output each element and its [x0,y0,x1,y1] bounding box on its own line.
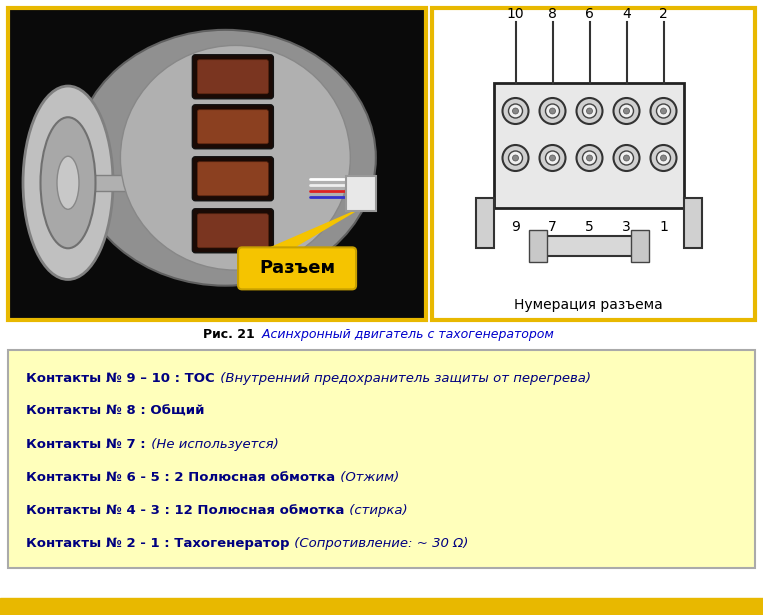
Text: 6: 6 [585,7,594,21]
Text: (Не используется): (Не используется) [146,438,278,451]
Circle shape [656,151,671,165]
Bar [630,230,649,262]
Circle shape [587,155,593,161]
Bar [529,230,546,262]
Bar [0,598,763,615]
FancyBboxPatch shape [192,55,273,99]
Circle shape [539,145,565,171]
Circle shape [539,98,565,124]
Circle shape [613,145,639,171]
Text: 3: 3 [622,220,631,234]
FancyBboxPatch shape [198,109,269,144]
Circle shape [577,98,603,124]
Circle shape [582,104,597,118]
Text: 10: 10 [507,7,524,21]
Text: 5: 5 [585,220,594,234]
FancyBboxPatch shape [192,105,273,149]
Text: Контакты № 8 : Общий: Контакты № 8 : Общий [26,405,204,418]
Text: Разъем: Разъем [259,260,335,277]
Text: 8: 8 [548,7,557,21]
Ellipse shape [40,117,95,248]
Bar [684,198,701,248]
Ellipse shape [23,86,113,279]
Text: Контакты № 9 – 10 : ТОС: Контакты № 9 – 10 : ТОС [26,372,214,385]
Circle shape [623,108,629,114]
Text: Рис. 21: Рис. 21 [203,328,255,341]
Text: Контакты № 6 - 5 : 2 Полюсная обмотка: Контакты № 6 - 5 : 2 Полюсная обмотка [26,471,335,484]
Ellipse shape [57,156,79,209]
FancyBboxPatch shape [192,208,273,253]
Circle shape [503,145,529,171]
Ellipse shape [75,30,376,286]
Circle shape [577,145,603,171]
Circle shape [620,151,633,165]
Text: Контакты № 4 - 3 : 12 Полюсная обмотка: Контакты № 4 - 3 : 12 Полюсная обмотка [26,504,344,517]
Polygon shape [262,211,356,252]
Circle shape [508,104,523,118]
Text: 4: 4 [622,7,631,21]
Circle shape [623,155,629,161]
Circle shape [549,108,555,114]
Circle shape [661,108,667,114]
Circle shape [587,108,593,114]
Ellipse shape [121,46,350,270]
Text: Контакты № 2 - 1 : Тахогенератор: Контакты № 2 - 1 : Тахогенератор [26,537,289,550]
Circle shape [651,98,677,124]
Text: (Отжим): (Отжим) [336,471,399,484]
Circle shape [651,145,677,171]
Circle shape [513,155,519,161]
Circle shape [620,104,633,118]
Text: 7: 7 [548,220,557,234]
Circle shape [549,155,555,161]
Text: (Сопротивление: ~ 30 Ω): (Сопротивление: ~ 30 Ω) [291,537,469,550]
Bar [346,176,375,211]
Text: (Внутренний предохранитель защиты от перегрева): (Внутренний предохранитель защиты от пер… [216,372,591,385]
Circle shape [582,151,597,165]
Bar [494,83,684,208]
Circle shape [546,151,559,165]
FancyBboxPatch shape [192,157,273,200]
Bar [475,198,494,248]
Circle shape [513,108,519,114]
FancyBboxPatch shape [198,214,269,248]
Bar [63,175,201,191]
Text: 2: 2 [659,7,668,21]
Circle shape [503,98,529,124]
Bar [543,236,633,256]
Circle shape [546,104,559,118]
Circle shape [661,155,667,161]
Bar [8,350,755,568]
Bar [8,8,426,320]
Bar [432,8,755,320]
FancyBboxPatch shape [198,162,269,196]
FancyBboxPatch shape [238,247,356,290]
Text: (стирка): (стирка) [346,504,408,517]
Text: Контакты № 7 :: Контакты № 7 : [26,438,146,451]
Text: Нумерация разъема: Нумерация разъема [514,298,663,312]
Text: Асинхронный двигатель с тахогенератором: Асинхронный двигатель с тахогенератором [258,328,554,341]
FancyBboxPatch shape [198,60,269,93]
Text: 1: 1 [659,220,668,234]
Circle shape [656,104,671,118]
Text: 9: 9 [511,220,520,234]
Circle shape [613,98,639,124]
Circle shape [508,151,523,165]
